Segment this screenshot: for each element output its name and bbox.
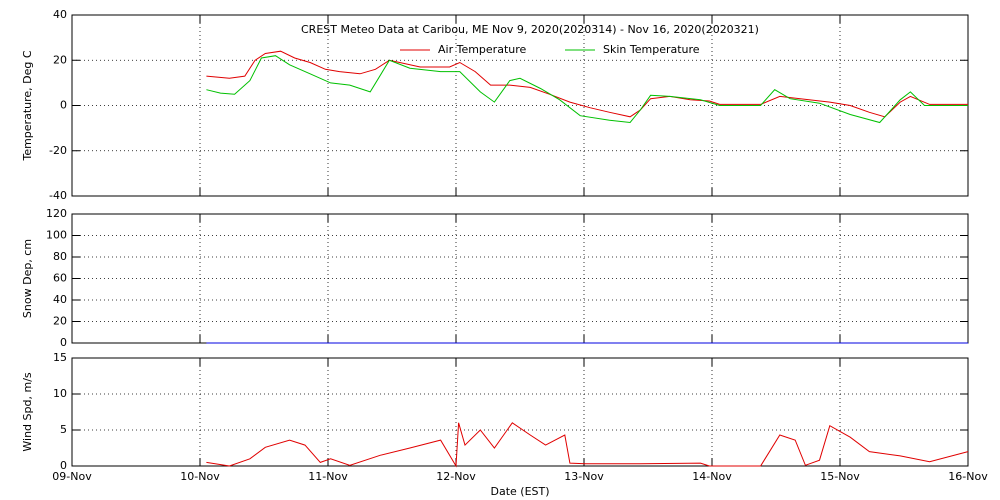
y-tick-label: 80 xyxy=(53,250,67,263)
y-axis-label: Temperature, Deg C xyxy=(21,50,34,161)
legend-label: Air Temperature xyxy=(438,43,527,56)
x-tick-label: 12-Nov xyxy=(436,470,476,483)
y-tick-label: 0 xyxy=(60,99,67,112)
x-tick-label: 15-Nov xyxy=(820,470,860,483)
y-tick-label: 0 xyxy=(60,336,67,349)
y-tick-label: 60 xyxy=(53,272,67,285)
chart-title: CREST Meteo Data at Caribou, ME Nov 9, 2… xyxy=(301,23,759,36)
y-tick-label: 120 xyxy=(46,207,67,220)
y-tick-label: 20 xyxy=(53,315,67,328)
y-axis-label: Snow Dep, cm xyxy=(21,239,34,318)
y-tick-label: -40 xyxy=(49,189,67,202)
x-tick-label: 09-Nov xyxy=(52,470,92,483)
plot-frame xyxy=(71,357,969,467)
series-line xyxy=(206,55,968,124)
y-axis-label: Wind Spd, m/s xyxy=(21,372,34,452)
series-line xyxy=(206,50,968,118)
y-tick-label: 0 xyxy=(60,459,67,472)
legend-label: Skin Temperature xyxy=(603,43,700,56)
series-line xyxy=(206,422,969,468)
y-tick-label: -20 xyxy=(49,144,67,157)
x-tick-label: 10-Nov xyxy=(180,470,220,483)
y-tick-label: 100 xyxy=(46,229,67,242)
y-tick-label: 40 xyxy=(53,293,67,306)
x-tick-label: 13-Nov xyxy=(564,470,604,483)
y-tick-label: 40 xyxy=(53,8,67,21)
y-tick-label: 20 xyxy=(53,53,67,66)
x-tick-label: 11-Nov xyxy=(308,470,348,483)
x-axis-label: Date (EST) xyxy=(490,485,549,498)
y-tick-label: 10 xyxy=(53,387,67,400)
y-tick-label: 15 xyxy=(53,351,67,364)
x-tick-label: 16-Nov xyxy=(948,470,988,483)
y-tick-label: 5 xyxy=(60,423,67,436)
x-tick-label: 14-Nov xyxy=(692,470,732,483)
